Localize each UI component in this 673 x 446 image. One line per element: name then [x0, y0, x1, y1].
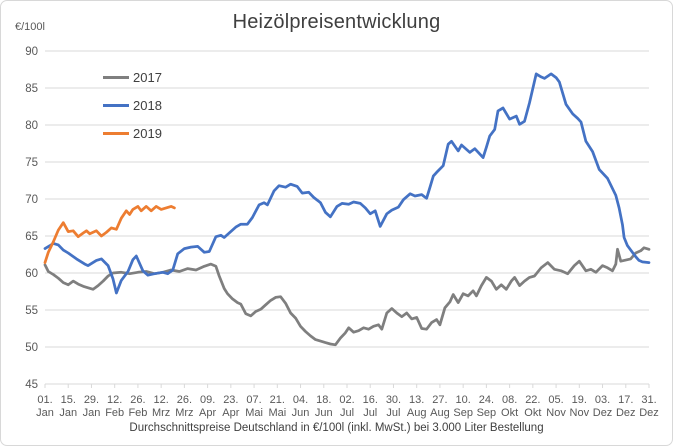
x-tick-label-day: 23.: [223, 394, 238, 406]
x-tick-label-day: 13.: [409, 394, 424, 406]
y-tick-label: 90: [25, 46, 38, 58]
legend-item-2018: 2018: [103, 91, 162, 119]
legend: 2017 2018 2019: [103, 63, 162, 147]
x-tick-label-month: Mrz: [175, 407, 193, 419]
x-tick-label-month: Jul: [386, 407, 400, 419]
x-tick-label-month: Feb: [128, 407, 147, 419]
x-tick-label-month: Nov: [546, 407, 566, 419]
legend-line-swatch: [103, 103, 129, 107]
x-tick-label-month: Jul: [363, 407, 377, 419]
legend-label: 2017: [133, 69, 162, 85]
x-tick-label-day: 05.: [548, 394, 563, 406]
x-tick-label-day: 31.: [641, 394, 656, 406]
x-tick-label-day: 16.: [363, 394, 378, 406]
x-tick-label-day: 07.: [246, 394, 261, 406]
y-tick-label: 55: [25, 305, 38, 317]
x-tick-label-day: 09.: [200, 394, 215, 406]
x-tick-label-month: Dez: [639, 407, 659, 419]
series-line-2017: [43, 246, 651, 347]
legend-item-2019: 2019: [103, 119, 162, 147]
x-tick-label-day: 02.: [339, 394, 354, 406]
x-tick-label-day: 08.: [502, 394, 517, 406]
x-tick-label-day: 26.: [177, 394, 192, 406]
x-tick-label-month: Mai: [245, 407, 263, 419]
legend-label: 2019: [133, 125, 162, 141]
x-tick-label-day: 12.: [154, 394, 169, 406]
x-tick-label-month: Jun: [315, 407, 333, 419]
x-tick-label-month: Jul: [340, 407, 354, 419]
x-tick-label-day: 18.: [316, 394, 331, 406]
x-tick-label-month: Mrz: [152, 407, 170, 419]
x-tick-label-day: 21.: [270, 394, 285, 406]
x-tick-label-month: Sep: [453, 407, 473, 419]
x-axis-caption: Durchschnittspreise Deutschland in €/100…: [129, 422, 544, 434]
x-tick-label-month: Sep: [477, 407, 497, 419]
legend-line-swatch: [103, 75, 129, 79]
x-tick-label-day: 04.: [293, 394, 308, 406]
x-tick-label-day: 10.: [456, 394, 471, 406]
x-tick-label-month: Jun: [292, 407, 310, 419]
x-tick-label-month: Jan: [59, 407, 77, 419]
x-tick-label-day: 15.: [61, 394, 76, 406]
y-tick-label: 85: [25, 83, 38, 95]
x-tick-label-day: 03.: [595, 394, 610, 406]
x-tick-label-month: Nov: [570, 407, 590, 419]
x-tick-label-month: Mai: [268, 407, 286, 419]
series-line-2018: [43, 72, 651, 295]
x-tick-label-month: Jan: [83, 407, 101, 419]
x-tick-label-day: 26.: [130, 394, 145, 406]
legend-item-2017: 2017: [103, 63, 162, 91]
x-tick-label-month: Feb: [105, 407, 124, 419]
chart-title: Heizölpreisentwicklung: [232, 11, 441, 33]
x-tick-label-month: Okt: [501, 407, 518, 419]
x-tick-label-day: 29.: [84, 394, 99, 406]
legend-label: 2018: [133, 97, 162, 113]
y-tick-label: 45: [25, 379, 38, 391]
x-tick-label-day: 19.: [572, 394, 587, 406]
x-tick-label-day: 22.: [525, 394, 540, 406]
y-tick-label: 70: [25, 194, 38, 206]
legend-line-swatch: [103, 131, 129, 135]
x-tick-label-day: 24.: [479, 394, 494, 406]
x-tick-label-month: Apr: [222, 407, 239, 419]
y-tick-label: 60: [25, 268, 38, 280]
y-tick-label: 75: [25, 157, 38, 169]
x-tick-label-day: 12.: [107, 394, 122, 406]
y-tick-label: 50: [25, 342, 38, 354]
x-tick-label-month: Aug: [430, 407, 450, 419]
x-tick-label-month: Aug: [407, 407, 427, 419]
x-tick-label-month: Jan: [36, 407, 54, 419]
x-tick-label-month: Dez: [616, 407, 636, 419]
x-tick-label-day: 27.: [432, 394, 447, 406]
y-tick-label: 65: [25, 231, 38, 243]
series-line-2019: [43, 205, 176, 264]
y-axis-unit-label: €/100l: [15, 21, 45, 33]
x-tick-label-month: Apr: [199, 407, 216, 419]
x-tick-label-month: Okt: [524, 407, 541, 419]
x-tick-label-day: 17.: [618, 394, 633, 406]
x-tick-label-day: 30.: [386, 394, 401, 406]
x-tick-label-month: Dez: [593, 407, 613, 419]
y-tick-label: 80: [25, 120, 38, 132]
x-tick-label-day: 01.: [37, 394, 52, 406]
